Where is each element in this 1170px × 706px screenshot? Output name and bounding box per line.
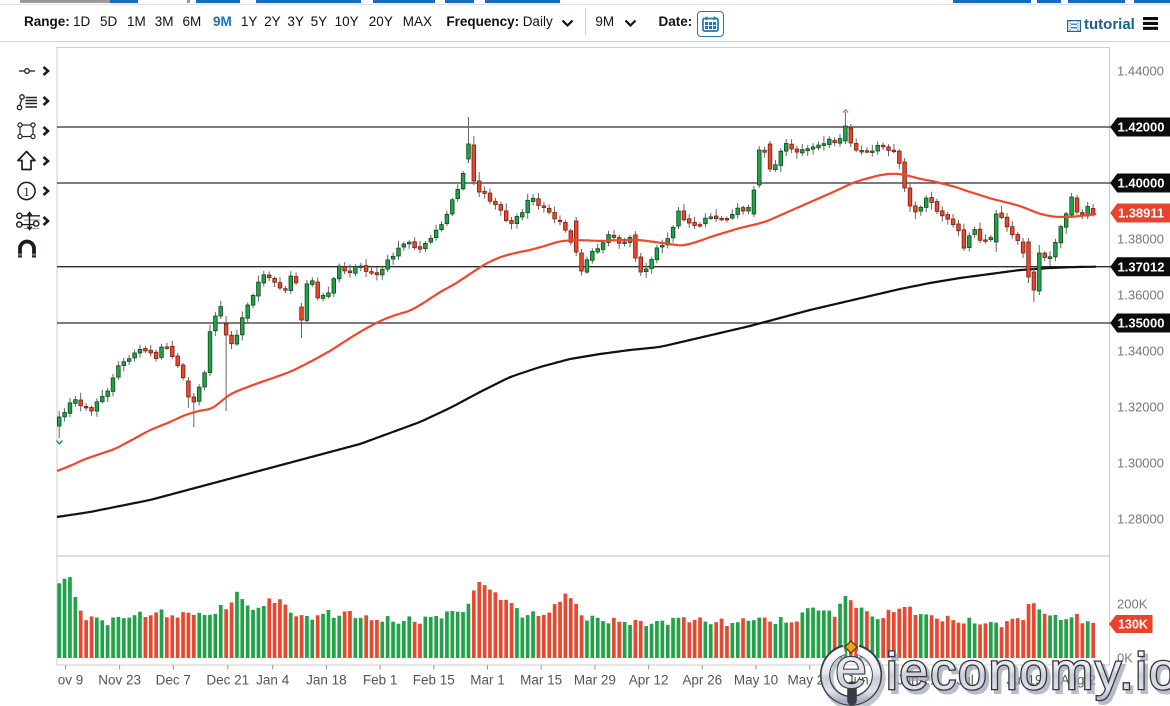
svg-text:Apr 12: Apr 12 <box>629 673 669 688</box>
svg-text:Jun 21: Jun 21 <box>897 673 938 688</box>
svg-text:Feb 15: Feb 15 <box>413 673 455 688</box>
svg-text:Dec 7: Dec 7 <box>156 673 191 688</box>
svg-text:Mar 15: Mar 15 <box>520 673 562 688</box>
svg-text:Nov 9: Nov 9 <box>48 673 83 688</box>
svg-text:Jul 6: Jul 6 <box>957 673 986 688</box>
svg-text:1.40000: 1.40000 <box>1118 176 1165 191</box>
svg-text:1.36000: 1.36000 <box>1117 288 1164 303</box>
svg-text:1.38000: 1.38000 <box>1117 232 1164 247</box>
svg-text:Jul 19: Jul 19 <box>1006 673 1042 688</box>
svg-text:1.35000: 1.35000 <box>1118 316 1165 331</box>
svg-text:1.42000: 1.42000 <box>1118 120 1165 135</box>
svg-text:Aug 2: Aug 2 <box>1061 673 1096 688</box>
svg-text:Dec 21: Dec 21 <box>206 673 249 688</box>
svg-text:1: 1 <box>23 185 29 199</box>
svg-text:Apr 26: Apr 26 <box>682 673 722 688</box>
svg-text:ieconomy.io: ieconomy.io <box>886 643 1170 701</box>
svg-text:200K: 200K <box>1117 597 1148 612</box>
svg-text:Feb 1: Feb 1 <box>363 673 398 688</box>
svg-text:1.28000: 1.28000 <box>1117 512 1164 527</box>
svg-text:1.44000: 1.44000 <box>1117 64 1164 79</box>
svg-text:Mar 29: Mar 29 <box>574 673 616 688</box>
svg-text:0K: 0K <box>1117 651 1133 666</box>
svg-text:1.38911: 1.38911 <box>1118 206 1164 221</box>
svg-text:Jan 18: Jan 18 <box>306 673 347 688</box>
svg-text:e: e <box>835 637 867 701</box>
svg-text:May 10: May 10 <box>734 673 778 688</box>
svg-text:Mar 1: Mar 1 <box>470 673 505 688</box>
svg-text:ieconomy.io: ieconomy.io <box>889 647 1170 705</box>
svg-text:1.30000: 1.30000 <box>1117 456 1164 471</box>
svg-text:130K: 130K <box>1118 618 1148 632</box>
svg-text:Nov 23: Nov 23 <box>98 673 141 688</box>
svg-text:1.37012: 1.37012 <box>1118 259 1165 274</box>
svg-text:1.34000: 1.34000 <box>1117 344 1164 359</box>
svg-text:Jan 4: Jan 4 <box>256 673 290 688</box>
svg-text:1.32000: 1.32000 <box>1117 400 1164 415</box>
